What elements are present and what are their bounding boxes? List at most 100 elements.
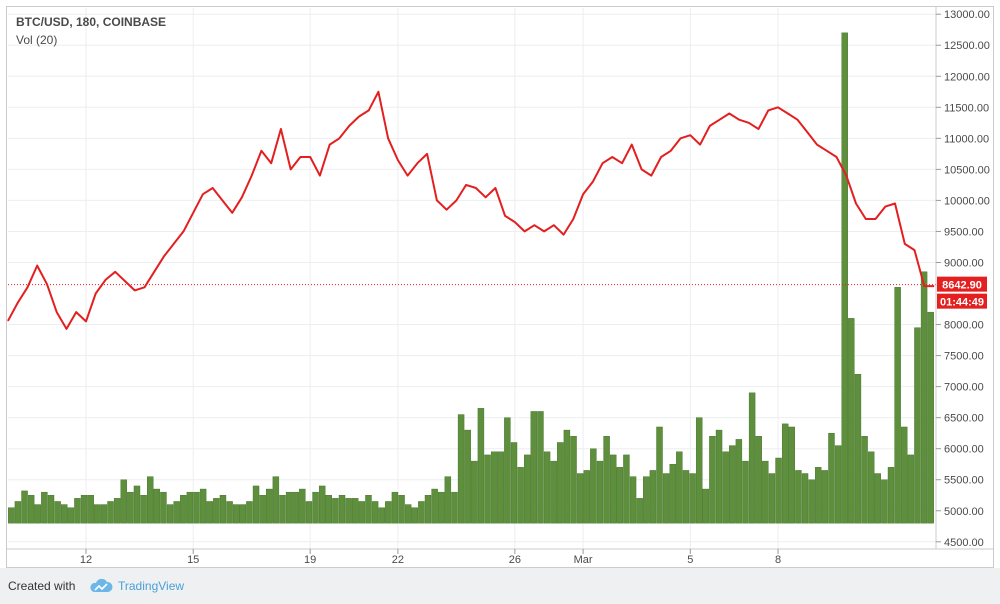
price-point	[17, 302, 19, 304]
current-price-label: 8642.90	[942, 280, 982, 292]
y-tick-label: 4500.00	[944, 537, 984, 549]
volume-bar	[788, 426, 795, 524]
volume-bar	[484, 454, 491, 524]
price-point	[865, 218, 867, 220]
price-point	[407, 175, 409, 177]
price-point	[387, 137, 389, 139]
volume-bar	[8, 507, 15, 524]
price-point	[75, 311, 77, 313]
price-point	[884, 206, 886, 208]
price-point	[270, 162, 272, 164]
price-point	[231, 212, 233, 214]
volume-bar	[312, 491, 319, 524]
volume-bar	[669, 464, 676, 524]
y-tick-label: 5500.00	[944, 475, 984, 487]
volume-bar	[848, 318, 855, 524]
price-point	[192, 212, 194, 214]
volume-bar	[695, 417, 703, 524]
price-point	[777, 106, 779, 108]
price-point	[368, 109, 370, 111]
volume-bar	[438, 491, 445, 524]
price-point	[836, 156, 838, 158]
volume-bar	[391, 491, 399, 524]
volume-bar	[768, 473, 776, 524]
price-point	[221, 199, 223, 201]
volume-bar	[603, 436, 610, 524]
volume-bar	[517, 467, 524, 524]
volume-bar	[762, 460, 769, 524]
volume-bar	[471, 460, 478, 524]
price-point	[914, 249, 916, 251]
volume-bar	[510, 442, 518, 524]
price-point	[65, 328, 67, 330]
volume-bar	[887, 467, 895, 524]
price-point	[923, 285, 925, 287]
volume-indicator-label: Vol (20)	[16, 33, 58, 47]
volume-bar	[775, 457, 782, 524]
y-tick-label: 13000.00	[944, 9, 990, 21]
volume-bar	[616, 467, 624, 524]
volume-bar	[94, 504, 101, 524]
price-point	[26, 286, 28, 288]
price-point	[504, 215, 506, 217]
volume-bar	[444, 476, 452, 524]
volume-bar	[411, 507, 418, 524]
volume-bar	[623, 454, 630, 524]
volume-bar	[676, 451, 683, 524]
volume-bar	[180, 495, 187, 524]
price-point	[845, 175, 847, 177]
price-point	[553, 224, 555, 226]
volume-bar	[477, 408, 485, 524]
volume-bar	[907, 454, 915, 524]
volume-bar	[920, 271, 928, 524]
price-point	[758, 128, 760, 130]
price-point	[904, 243, 906, 245]
volume-bar	[345, 498, 352, 524]
price-point	[290, 168, 292, 170]
countdown-label: 01:44:49	[940, 297, 984, 309]
y-tick-label: 6000.00	[944, 444, 984, 456]
x-tick-label: 5	[687, 554, 693, 566]
price-point	[7, 320, 9, 322]
price-point	[309, 156, 311, 158]
price-point	[114, 271, 116, 273]
price-point	[641, 168, 643, 170]
price-point	[260, 150, 262, 152]
price-point	[416, 162, 418, 164]
volume-bar	[213, 498, 220, 524]
price-point	[202, 193, 204, 195]
y-tick-label: 12500.00	[944, 40, 990, 52]
price-point	[241, 196, 243, 198]
volume-bar	[232, 504, 240, 524]
tradingview-link[interactable]: TradingView	[118, 579, 185, 593]
tradingview-cloud-icon[interactable]	[88, 578, 114, 594]
x-tick-label: 12	[80, 554, 92, 566]
volume-bar	[153, 488, 161, 524]
volume-bar	[662, 473, 670, 524]
volume-bar	[325, 495, 332, 524]
volume-bar	[74, 498, 81, 524]
price-point	[933, 285, 935, 287]
current-price-tag	[937, 276, 987, 292]
volume-bar	[643, 476, 650, 524]
x-tick-label: 26	[509, 554, 521, 566]
volume-bar	[927, 311, 934, 524]
price-point	[592, 181, 594, 183]
volume-bar	[239, 504, 247, 524]
volume-bar	[854, 374, 862, 524]
volume-bar	[464, 429, 471, 524]
price-point	[650, 175, 652, 177]
volume-bar	[54, 501, 61, 524]
volume-bar	[596, 460, 604, 524]
price-point	[338, 137, 340, 139]
volume-bar	[451, 491, 458, 524]
y-tick-label: 7000.00	[944, 382, 984, 394]
volume-bar	[537, 411, 544, 524]
volume-bar	[894, 287, 901, 524]
price-point	[494, 187, 496, 189]
volume-bar	[113, 498, 121, 524]
price-point	[299, 156, 301, 158]
volume-bar	[266, 488, 273, 524]
y-tick-label: 8000.00	[944, 320, 984, 332]
